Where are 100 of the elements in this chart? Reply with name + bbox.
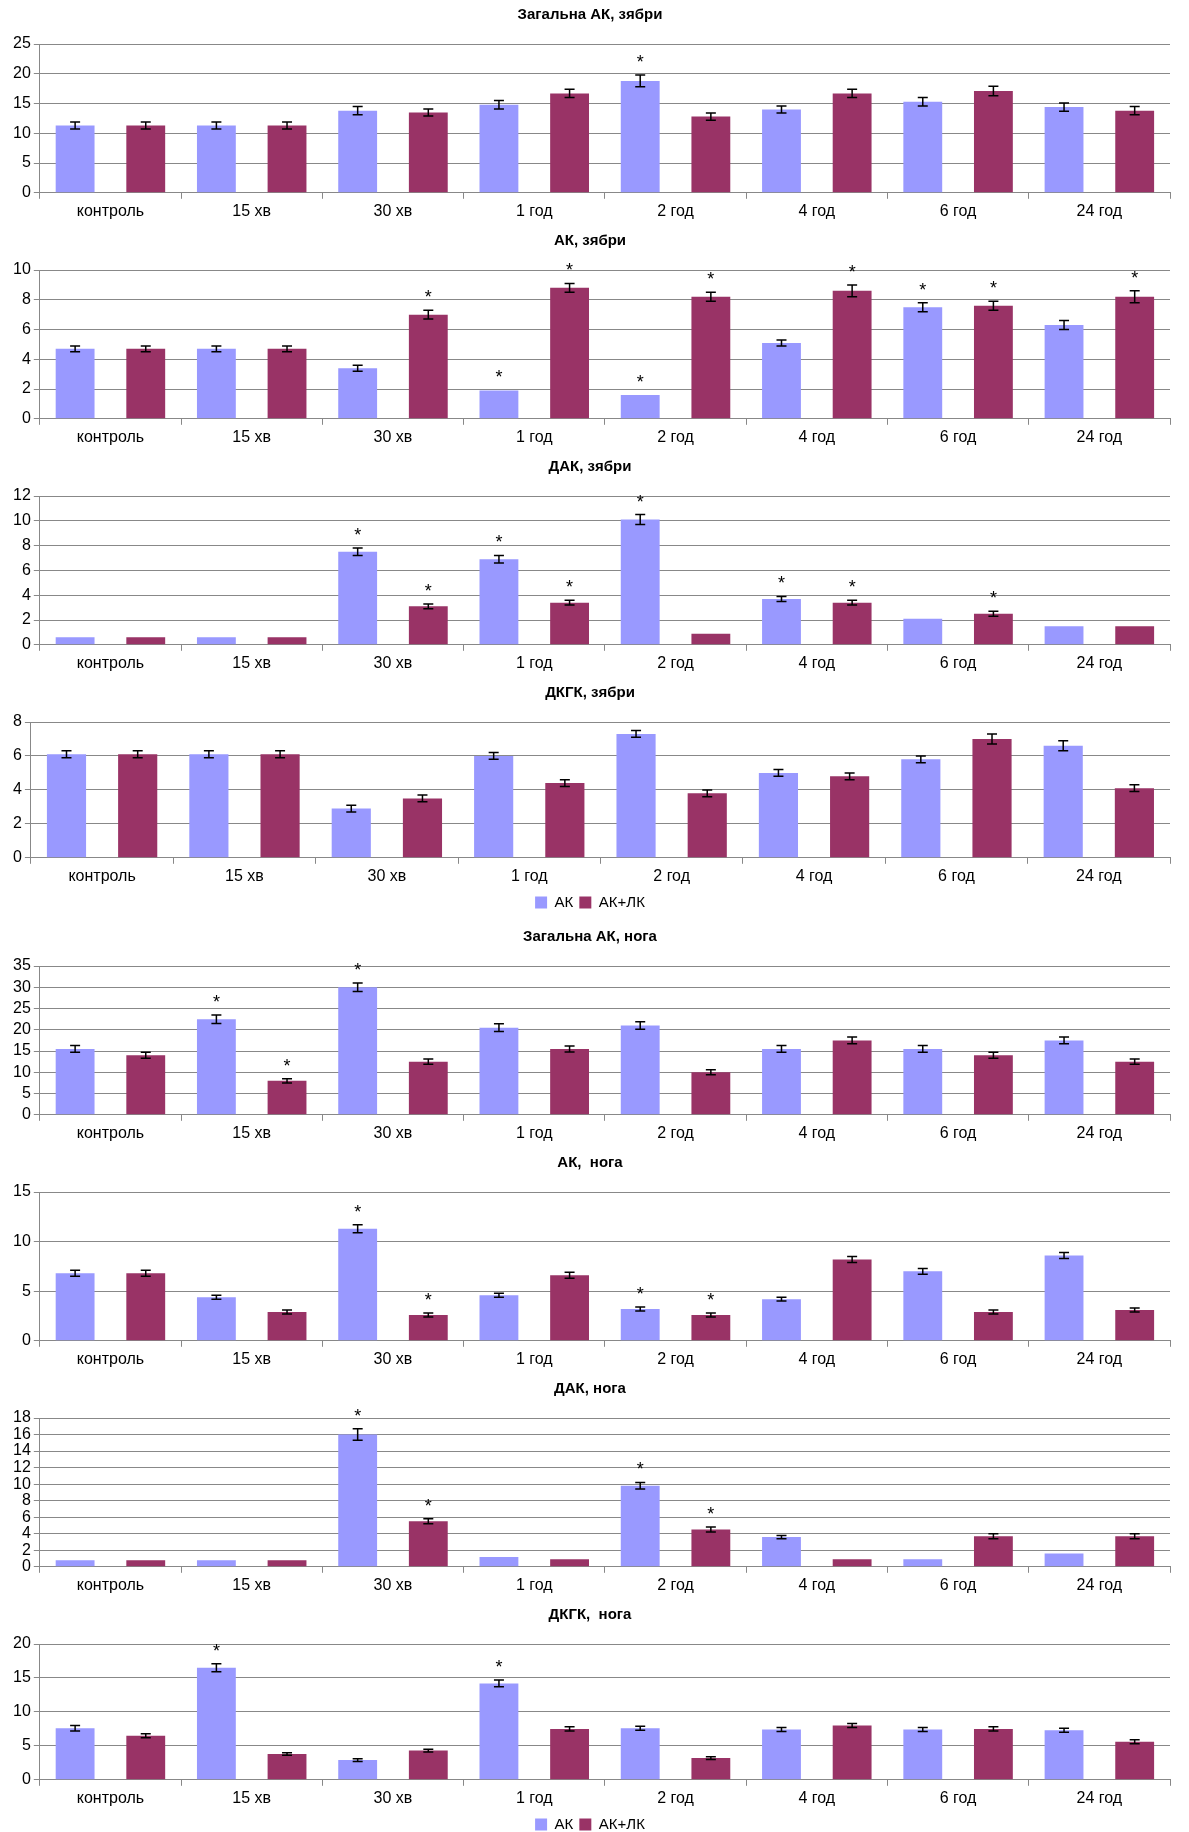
bar bbox=[758, 772, 799, 858]
x-tick-label: 1 год bbox=[515, 653, 554, 671]
bar bbox=[196, 1019, 236, 1115]
data-label: * bbox=[989, 588, 997, 609]
legend-label: АК+ЛК bbox=[598, 892, 646, 910]
bar bbox=[408, 606, 448, 645]
y-tick-label: 8 bbox=[12, 712, 22, 730]
bar bbox=[402, 798, 443, 858]
bar bbox=[196, 1560, 236, 1567]
y-tick-label: 6 bbox=[12, 746, 22, 764]
bar bbox=[408, 1521, 448, 1567]
y-tick-label: 10 bbox=[13, 1232, 31, 1250]
bar bbox=[691, 1072, 731, 1115]
bar bbox=[267, 348, 307, 419]
x-tick-label: 2 год bbox=[657, 201, 695, 219]
x-tick-label: контроль bbox=[76, 1123, 145, 1141]
bar bbox=[267, 1080, 307, 1115]
bar bbox=[338, 987, 378, 1115]
x-tick-label: 15 хв bbox=[232, 427, 272, 445]
bar bbox=[762, 1299, 801, 1341]
y-tick-label: 4 bbox=[12, 780, 22, 798]
y-tick-label: 10 bbox=[13, 123, 31, 141]
bar bbox=[830, 776, 870, 858]
bar bbox=[762, 1048, 801, 1115]
bar bbox=[1115, 1310, 1155, 1341]
bar bbox=[55, 1728, 95, 1780]
chart-title: ДАК, зябри bbox=[548, 457, 632, 475]
bar bbox=[687, 793, 727, 858]
data-label: * bbox=[495, 1656, 503, 1677]
chart-title: Загальна АК, зябри bbox=[517, 5, 663, 23]
data-label: * bbox=[848, 577, 856, 598]
bar bbox=[267, 1754, 307, 1780]
x-tick-label: 1 год bbox=[515, 1788, 554, 1806]
x-tick-label: 15 хв bbox=[232, 653, 272, 671]
x-tick-label: 4 год bbox=[798, 1575, 836, 1593]
x-tick-label: 6 год bbox=[939, 1349, 978, 1367]
bar bbox=[126, 125, 166, 193]
bar bbox=[550, 287, 590, 419]
x-tick-label: 30 хв bbox=[373, 1123, 413, 1141]
x-tick-label: контроль bbox=[76, 427, 145, 445]
bar bbox=[550, 93, 590, 193]
data-label: * bbox=[707, 1289, 715, 1310]
bar bbox=[620, 1025, 660, 1115]
y-tick-label: 18 bbox=[13, 1408, 31, 1426]
data-label: * bbox=[707, 269, 715, 290]
legend-label: АК+ЛК bbox=[598, 1814, 646, 1832]
x-tick-label: 15 хв bbox=[232, 1788, 272, 1806]
x-tick-label: 4 год bbox=[795, 866, 834, 884]
bar bbox=[691, 1529, 731, 1567]
x-tick-label: 6 год bbox=[939, 201, 978, 219]
bar bbox=[1115, 296, 1155, 419]
x-tick-label: 2 год bbox=[657, 1349, 695, 1367]
y-tick-label: 6 bbox=[21, 560, 31, 578]
bar bbox=[550, 1048, 590, 1115]
bar bbox=[832, 1725, 872, 1780]
y-tick-label: 2 bbox=[21, 379, 31, 397]
y-tick-label: 20 bbox=[13, 1634, 31, 1652]
data-label: * bbox=[424, 1495, 432, 1516]
x-tick-label: 15 хв bbox=[232, 201, 272, 219]
bar bbox=[408, 112, 448, 193]
y-tick-label: 4 bbox=[21, 349, 31, 367]
y-tick-label: 15 bbox=[13, 93, 31, 111]
bar bbox=[973, 1055, 1013, 1115]
x-tick-label: 1 год bbox=[515, 201, 554, 219]
chart-title: АК, зябри bbox=[553, 231, 627, 249]
data-label: * bbox=[848, 261, 856, 282]
bar bbox=[196, 1667, 236, 1780]
bar bbox=[479, 1295, 519, 1341]
y-tick-label: 20 bbox=[13, 64, 31, 82]
bar bbox=[550, 1275, 590, 1341]
x-tick-label: 4 год bbox=[798, 201, 836, 219]
x-tick-label: 24 год bbox=[1076, 427, 1123, 445]
x-tick-label: 30 хв bbox=[367, 866, 407, 884]
y-tick-label: 5 bbox=[21, 153, 31, 171]
bar bbox=[903, 618, 943, 645]
y-tick-label: 0 bbox=[21, 1557, 31, 1575]
x-tick-label: 6 год bbox=[939, 427, 978, 445]
bar bbox=[408, 1061, 448, 1115]
bar bbox=[479, 559, 519, 645]
bar bbox=[1043, 745, 1083, 858]
x-tick-label: 2 год bbox=[657, 653, 695, 671]
bar bbox=[972, 738, 1012, 858]
y-tick-label: 20 bbox=[13, 1020, 31, 1038]
bar bbox=[903, 307, 943, 419]
y-tick-label: 5 bbox=[21, 1736, 31, 1754]
y-tick-label: 6 bbox=[21, 1507, 31, 1525]
data-label: * bbox=[354, 1405, 362, 1426]
bar bbox=[973, 1312, 1013, 1341]
bar bbox=[691, 1758, 731, 1780]
bar bbox=[832, 602, 872, 645]
y-tick-label: 4 bbox=[21, 585, 31, 603]
x-tick-label: 15 хв bbox=[232, 1349, 272, 1367]
y-tick-label: 0 bbox=[21, 1331, 31, 1349]
bar bbox=[338, 368, 378, 419]
x-tick-label: 6 год bbox=[939, 1788, 978, 1806]
bar bbox=[973, 1536, 1013, 1567]
y-tick-label: 0 bbox=[21, 1105, 31, 1123]
bar bbox=[762, 1537, 801, 1567]
y-tick-label: 8 bbox=[21, 1491, 31, 1509]
data-label: * bbox=[636, 1284, 644, 1305]
